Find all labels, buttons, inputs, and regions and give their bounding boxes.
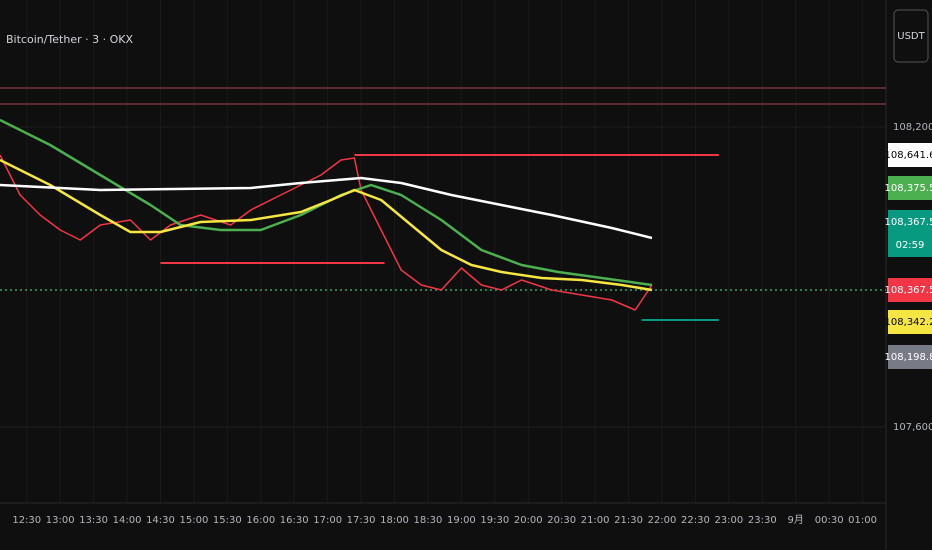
x-tick-label: 18:30 (414, 515, 443, 526)
price-tag-label: 108,198.8 (885, 352, 932, 363)
x-tick-label: 01:00 (848, 515, 877, 526)
price-tag (888, 278, 932, 302)
price-tag (888, 143, 932, 167)
price-tag (888, 233, 932, 257)
x-tick-label: 13:00 (46, 515, 75, 526)
series-line (0, 158, 653, 292)
x-tick-label: 15:30 (213, 515, 242, 526)
x-tick-label: 15:00 (180, 515, 209, 526)
currency-label: USDT (897, 31, 925, 42)
x-tick-label: 22:00 (648, 515, 677, 526)
price-tag-label: 108,375.5 (885, 183, 932, 194)
x-tick-label: 17:00 (313, 515, 342, 526)
x-tick-label: 16:30 (280, 515, 309, 526)
y-tick-label: 107,600.0 (893, 422, 932, 433)
price-tag-label: 108,342.2 (885, 317, 932, 328)
price-tag-label: 108,367.5 (885, 285, 932, 296)
price-tag (888, 310, 932, 334)
y-tick-label: 108,200.0 (893, 122, 932, 133)
x-tick-label: 23:00 (714, 515, 743, 526)
x-tick-label: 9月 (788, 514, 804, 526)
x-tick-label: 18:00 (380, 515, 409, 526)
x-tick-label: 22:30 (681, 515, 710, 526)
x-tick-label: 14:30 (146, 515, 175, 526)
price-tag-label: 108,367.5 (885, 217, 932, 228)
x-tick-label: 21:00 (581, 515, 610, 526)
x-tick-label: 14:00 (113, 515, 142, 526)
x-tick-label: 13:30 (79, 515, 108, 526)
currency-button[interactable] (893, 9, 929, 63)
x-tick-label: 23:30 (748, 515, 777, 526)
x-tick-label: 19:00 (447, 515, 476, 526)
x-tick-label: 00:30 (815, 515, 844, 526)
x-tick-label: 16:00 (246, 515, 275, 526)
series-line (0, 176, 653, 240)
price-tag (888, 176, 932, 200)
x-tick-label: 17:30 (347, 515, 376, 526)
price-tag (888, 345, 932, 369)
chart-title: Bitcoin/Tether · 3 · OKX (6, 33, 133, 46)
x-tick-label: 12:30 (12, 515, 41, 526)
price-tag-label: 02:59 (896, 240, 925, 251)
series-line (0, 154, 653, 311)
x-tick-label: 20:30 (547, 515, 576, 526)
x-tick-label: 21:30 (614, 515, 643, 526)
price-tag (888, 210, 932, 234)
price-tag-label: 108,641.6 (885, 150, 932, 161)
x-tick-label: 20:00 (514, 515, 543, 526)
x-tick-label: 19:30 (480, 515, 509, 526)
